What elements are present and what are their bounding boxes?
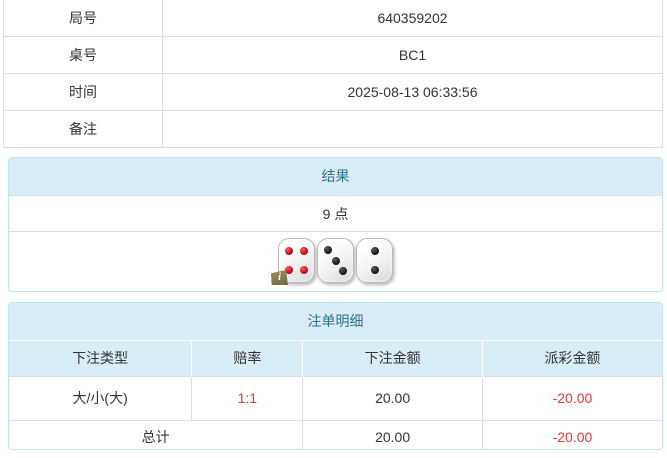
remark-label: 备注 — [3, 109, 163, 148]
bets-panel: 注单明细 下注类型 赔率 下注金额 派彩金额 大/小(大) 1:1 20.00 … — [8, 301, 663, 450]
table-row: 桌号 BC1 — [3, 35, 663, 74]
info-badge-icon[interactable]: i — [271, 270, 288, 285]
die-pip — [299, 266, 308, 275]
die-2-icon — [356, 238, 393, 283]
bet-odds-value: 1:1 — [191, 375, 303, 420]
die-pip — [331, 256, 340, 265]
bet-type-value: 大/小(大) — [9, 375, 192, 420]
game-info-table: 局号 640359202 桌号 BC1 时间 2025-08-13 06:33:… — [3, 0, 663, 148]
die-pip — [299, 246, 308, 255]
dice-row: i — [9, 232, 662, 290]
total-row: 总计 20.00 -20.00 — [9, 419, 662, 449]
time-value: 2025-08-13 06:33:56 — [162, 72, 663, 111]
die-pip — [370, 247, 379, 256]
die-pip — [323, 246, 332, 255]
result-points: 9 点 — [9, 194, 662, 232]
die-3-icon — [317, 238, 354, 283]
table-row: 局号 640359202 — [3, 0, 663, 37]
total-amount-value: 20.00 — [302, 419, 483, 449]
die-pip — [370, 265, 379, 274]
bet-payout-value: -20.00 — [481, 375, 662, 420]
total-label: 总计 — [9, 419, 303, 449]
bets-header-row: 下注类型 赔率 下注金额 派彩金额 — [9, 339, 662, 376]
result-panel: 结果 9 点 i — [8, 156, 663, 292]
bets-panel-title: 注单明细 — [9, 302, 662, 340]
bet-row: 大/小(大) 1:1 20.00 -20.00 — [9, 375, 662, 420]
result-panel-title: 结果 — [9, 157, 662, 195]
col-header-odds: 赔率 — [191, 339, 303, 376]
round-id-value: 640359202 — [162, 0, 663, 37]
die-pip — [285, 246, 294, 255]
table-row: 备注 — [3, 109, 663, 148]
table-id-label: 桌号 — [3, 35, 163, 74]
die-pip — [285, 266, 294, 275]
bet-amount-value: 20.00 — [302, 375, 483, 420]
bets-table: 下注类型 赔率 下注金额 派彩金额 大/小(大) 1:1 20.00 -20.0… — [9, 339, 662, 449]
total-payout-value: -20.00 — [481, 419, 662, 449]
die-4-icon: i — [271, 238, 315, 285]
table-row: 时间 2025-08-13 06:33:56 — [3, 72, 663, 111]
col-header-bet-amount: 下注金额 — [302, 339, 483, 376]
table-id-value: BC1 — [162, 35, 663, 74]
time-label: 时间 — [3, 72, 163, 111]
remark-value — [162, 109, 663, 148]
col-header-bet-type: 下注类型 — [9, 339, 192, 376]
col-header-payout-amount: 派彩金额 — [481, 339, 662, 376]
round-id-label: 局号 — [3, 0, 163, 37]
die-pip — [339, 266, 348, 275]
